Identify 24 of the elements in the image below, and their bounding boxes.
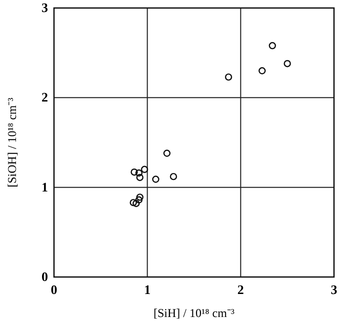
y-tick-label: 1	[42, 179, 48, 194]
y-tick-label: 3	[42, 0, 48, 15]
point	[135, 169, 143, 177]
point	[136, 174, 144, 182]
y-axis-title: [SiOH] / 10¹⁸ cm⁻³	[5, 97, 19, 188]
point	[130, 198, 137, 206]
point	[136, 194, 144, 201]
point	[258, 67, 266, 74]
point	[284, 60, 291, 68]
point	[224, 73, 232, 81]
point	[132, 200, 140, 208]
point	[163, 150, 171, 157]
point	[130, 168, 138, 176]
point	[268, 42, 276, 50]
point	[152, 176, 160, 183]
point	[135, 196, 143, 204]
point	[140, 166, 148, 173]
y-tick-label: 0	[42, 269, 48, 284]
y-tick-label: 2	[42, 90, 48, 105]
x-axis-title: [SiH] / 10¹⁸ cm⁻³	[153, 306, 235, 320]
x-tick-label: 3	[330, 282, 338, 297]
x-tick-label: 1	[144, 282, 151, 297]
point	[170, 172, 178, 180]
x-tick-label: 2	[237, 282, 244, 297]
